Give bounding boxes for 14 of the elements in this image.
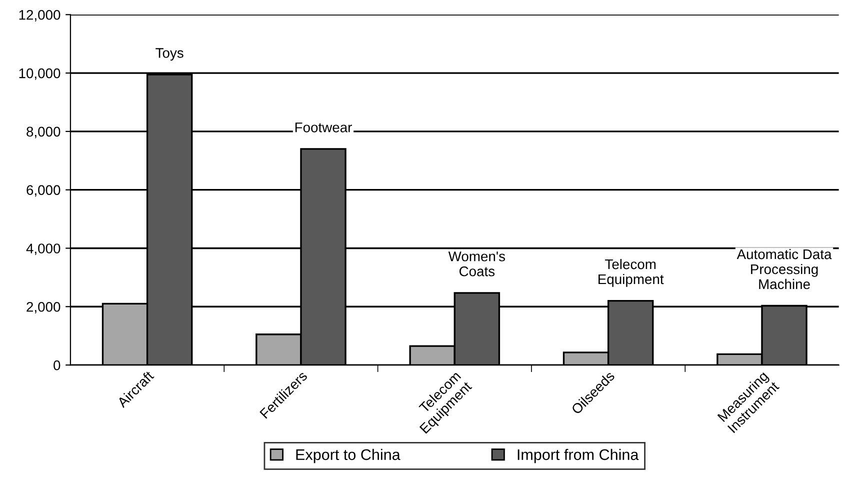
y-tick-label: 0 (54, 360, 60, 370)
legend-label: Import from China (518, 448, 639, 464)
y-tick-label: 12,000 (19, 10, 60, 22)
annotation: Automatic Data Processing Machine (736, 248, 832, 290)
annotation: Women's Coats (448, 252, 506, 276)
y-tick-label: 6,000 (26, 185, 60, 197)
annotation: Toys (156, 48, 184, 61)
y-tick-label: 4,000 (26, 244, 60, 256)
y-tick-label: 10,000 (19, 68, 60, 80)
annotation: Footwear (295, 122, 352, 132)
annotation: Telecom Equipment (598, 258, 664, 287)
legend-label: Export to China (296, 448, 400, 464)
y-tick-label: 2,000 (26, 302, 60, 314)
y-tick-label: 8,000 (26, 126, 60, 138)
